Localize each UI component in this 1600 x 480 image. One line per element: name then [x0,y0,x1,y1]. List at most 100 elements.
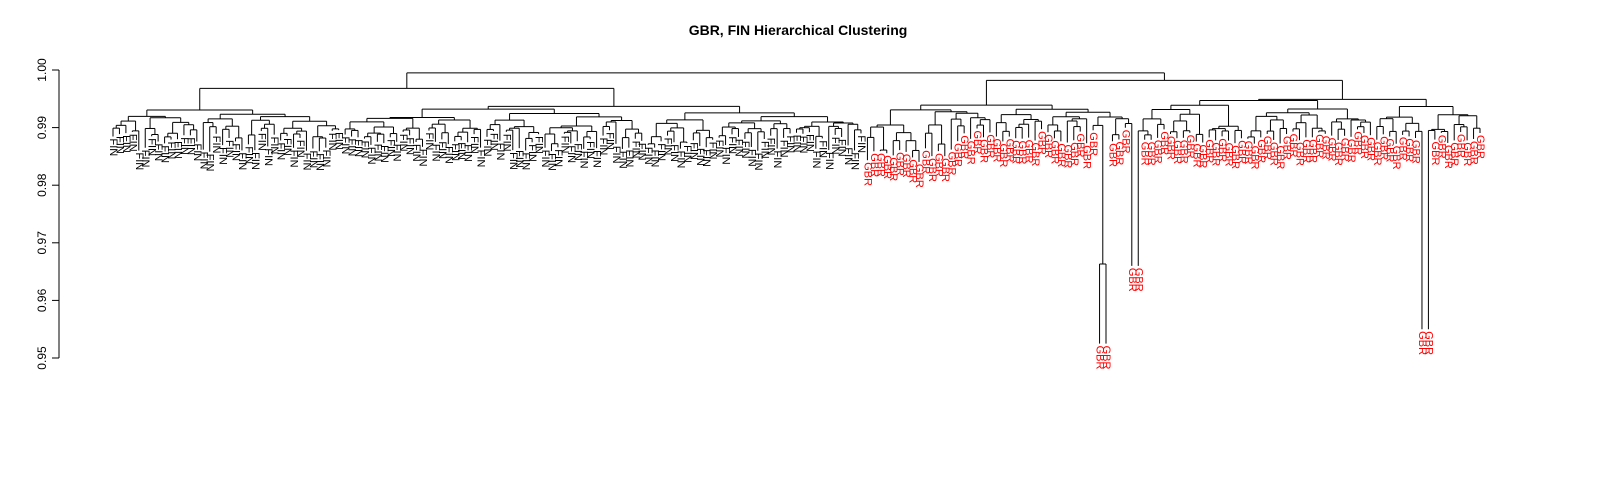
leaf-label: GBR [1397,137,1409,161]
leaf-label: GBR [1203,139,1215,163]
leaf-label: GBR [1216,138,1228,162]
leaf-label: FIN [745,149,757,167]
leaf-label: GBR [997,143,1009,167]
leaf-label: FIN [591,150,603,168]
leaf-label: FIN [694,148,706,166]
leaf-label: GBR [1474,135,1486,159]
leaf-label: GBR [1235,140,1247,164]
leaf-label: GBR [1036,131,1048,155]
leaf-label: GBR [1184,135,1196,159]
leaf-label: FIN [616,151,628,169]
leaf-label: FIN [500,134,512,152]
leaf-label: FIN [249,152,261,170]
leaf-label: GBR [926,158,938,182]
leaf-label: GBR [1190,144,1202,168]
leaf-label: FIN [210,136,222,154]
leaf-label: FIN [784,135,796,153]
leaf-label: FIN [107,139,119,157]
leaf-label: FIN [481,139,493,157]
leaf-label: FIN [139,150,151,168]
leaf-label: FIN [371,144,383,162]
leaf-label: GBR [1268,142,1280,166]
leaf-label: FIN [468,136,480,154]
leaf-label: GBR [1061,145,1073,169]
leaf-label: GBR [1042,134,1054,158]
leaf-label: FIN [791,135,803,153]
leaf-label: FIN [836,139,848,157]
leaf-label: FIN [178,137,190,155]
leaf-label: FIN [417,149,429,167]
leaf-label: FIN [726,136,738,154]
leaf-label: GBR [939,158,951,182]
leaf-label: GBR [1364,137,1376,161]
leaf-label: FIN [378,145,390,163]
leaf-label: FIN [668,144,680,162]
chart-title: GBR, FIN Hierarchical Clustering [689,22,908,38]
leaf-label: FIN [842,147,854,165]
leaf-label: FIN [442,146,454,164]
leaf-label: GBR [1177,140,1189,164]
leaf-label: FIN [288,150,300,168]
leaf-label: GBR [1455,134,1467,158]
leaf-label: GBR [1003,139,1015,163]
leaf-label: FIN [307,151,319,169]
leaf-label: FIN [313,153,325,171]
leaf-label: GBR [1119,130,1131,154]
leaf-label: FIN [739,141,751,159]
leaf-label: GBR [1145,142,1157,166]
leaf-label: FIN [713,140,725,158]
leaf-label: FIN [346,139,358,157]
leaf-label: GBR [1068,142,1080,166]
leaf-label: GBR [1048,140,1060,164]
leaf-label: FIN [436,141,448,159]
leaf-label: FIN [326,133,338,151]
y-tick-label: 0.96 [35,288,49,312]
leaf-label: FIN [268,137,280,155]
leaf-label: FIN [146,138,158,156]
leaf-label: FIN [191,144,203,162]
leaf-label: GBR [1152,140,1164,164]
leaf-label: FIN [133,153,145,171]
y-tick-label: 0.98 [35,173,49,197]
leaf-label: FIN [384,139,396,157]
leaf-label: FIN [539,150,551,168]
leaf-label: GBR [1139,142,1151,166]
leaf-label: FIN [449,143,461,161]
leaf-label: GBR [1126,268,1138,292]
leaf-label: GBR [1010,140,1022,164]
leaf-label: FIN [184,137,196,155]
leaf-label: FIN [423,133,435,151]
leaf-label: GBR [1281,136,1293,160]
leaf-label: GBR [1319,136,1331,160]
leaf-label: FIN [333,132,345,150]
leaf-label: FIN [165,142,177,160]
leaf-label: FIN [358,141,370,159]
leaf-label: GBR [1332,142,1344,166]
leaf-label: FIN [113,136,125,154]
leaf-label: FIN [816,140,828,158]
leaf-label: FIN [565,145,577,163]
leaf-label: FIN [223,140,235,158]
leaf-label: GBR [1023,140,1035,164]
leaf-label: GBR [1410,140,1422,164]
leaf-label: GBR [887,157,899,181]
leaf-label: FIN [662,138,674,156]
leaf-label: FIN [552,149,564,167]
leaf-label: FIN [159,145,171,163]
leaf-label: GBR [1261,136,1273,160]
y-tick-label: 0.95 [35,346,49,370]
leaf-label: GBR [919,150,931,174]
y-tick-label: 0.97 [35,231,49,255]
leaf-label: GBR [900,154,912,178]
leaf-label: FIN [204,154,216,172]
leaf-label: FIN [404,137,416,155]
leaf-label: GBR [868,153,880,177]
y-axis: 0.95 0.96 0.97 0.98 0.99 1.00 [35,58,60,370]
leaf-label: FIN [752,153,764,171]
leaf-label: FIN [655,143,667,161]
leaf-label: FIN [520,152,532,170]
leaf-label: GBR [1229,145,1241,169]
leaf-label: FIN [320,150,332,168]
leaf-label: GBR [977,139,989,163]
